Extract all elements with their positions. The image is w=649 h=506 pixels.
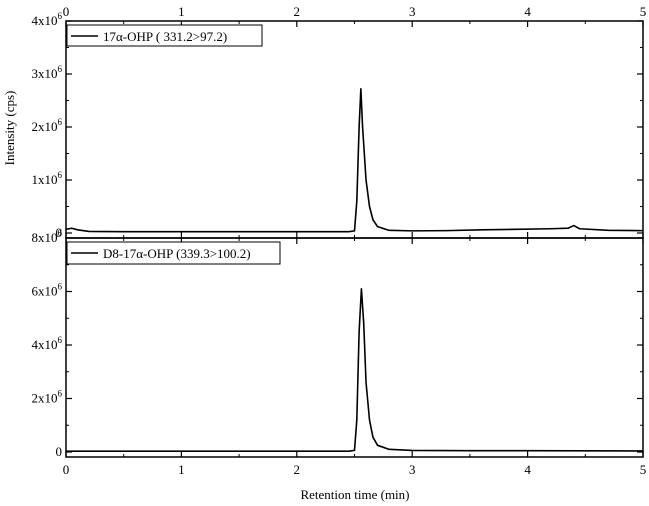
y-axis-title: Intensity (cps) xyxy=(2,91,17,166)
bottom-legend-box xyxy=(66,241,281,265)
bottom-legend-label: D8-17α-OHP (339.3>100.2) xyxy=(103,246,251,261)
top-y-tick-labels: 0 1x106 2x106 3x106 4x106 xyxy=(32,11,63,240)
top-panel-ticks xyxy=(65,20,644,238)
bottom-x-tick-label: 1 xyxy=(178,462,185,477)
top-x-tick-labels: 0 1 2 3 4 5 xyxy=(63,4,647,19)
top-legend-label: 17α-OHP ( 331.2>97.2) xyxy=(103,29,227,44)
top-x-tick-label: 2 xyxy=(294,4,301,19)
top-x-tick-label: 5 xyxy=(640,4,647,19)
top-x-tick-label: 1 xyxy=(178,4,185,19)
top-legend: 17α-OHP ( 331.2>97.2) xyxy=(66,24,263,47)
bottom-panel-frame xyxy=(65,237,644,458)
top-x-tick-label: 0 xyxy=(63,4,70,19)
top-y-tick-label: 3x106 xyxy=(32,64,63,81)
bottom-y-tick-label: 0 xyxy=(56,444,63,459)
bottom-y-tick-label: 2x106 xyxy=(32,389,63,406)
top-x-tick-label: 4 xyxy=(524,4,531,19)
bottom-panel-ticks xyxy=(65,237,644,457)
bottom-y-tick-label: 8x106 xyxy=(32,228,63,245)
top-panel-frame xyxy=(65,20,644,239)
bottom-x-tick-label: 4 xyxy=(524,462,531,477)
top-series-line xyxy=(65,88,644,233)
bottom-legend: D8-17α-OHP (339.3>100.2) xyxy=(66,241,281,265)
x-axis-title: Retention time (min) xyxy=(300,487,409,502)
top-y-tick-label: 1x106 xyxy=(32,170,63,187)
top-y-tick-label: 4x106 xyxy=(32,11,63,28)
bottom-y-tick-label: 6x106 xyxy=(32,282,63,299)
bottom-y-tick-labels: 0 2x106 4x106 6x106 8x106 xyxy=(32,228,63,459)
bottom-y-tick-label: 4x106 xyxy=(32,335,63,352)
bottom-x-tick-label: 0 xyxy=(63,462,70,477)
top-y-tick-label: 2x106 xyxy=(32,117,63,134)
bottom-x-tick-label: 3 xyxy=(409,462,416,477)
top-legend-box xyxy=(66,24,263,47)
bottom-x-tick-labels: 0 1 2 3 4 5 xyxy=(63,462,647,477)
bottom-series-line xyxy=(66,288,644,452)
bottom-x-tick-label: 5 xyxy=(640,462,647,477)
bottom-x-tick-label: 2 xyxy=(294,462,301,477)
top-x-tick-label: 3 xyxy=(409,4,416,19)
top-y-tick-label: 0 xyxy=(56,225,63,240)
